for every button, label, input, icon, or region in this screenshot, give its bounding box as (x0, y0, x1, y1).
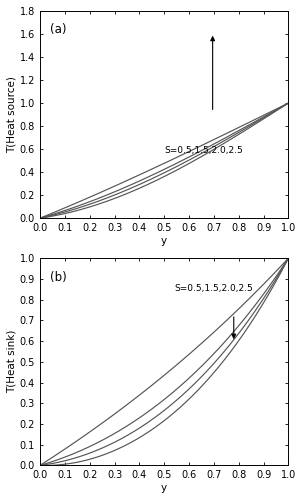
Y-axis label: T(Heat source): T(Heat source) (7, 76, 17, 153)
X-axis label: y: y (161, 483, 167, 493)
Text: S=0.5,1.5,2.0,2.5: S=0.5,1.5,2.0,2.5 (164, 146, 243, 154)
X-axis label: y: y (161, 236, 167, 246)
Text: (b): (b) (50, 270, 67, 283)
Y-axis label: T(Heat sink): T(Heat sink) (7, 330, 17, 394)
Text: S=0.5,1.5,2.0,2.5: S=0.5,1.5,2.0,2.5 (174, 284, 253, 294)
Text: (a): (a) (50, 24, 66, 36)
